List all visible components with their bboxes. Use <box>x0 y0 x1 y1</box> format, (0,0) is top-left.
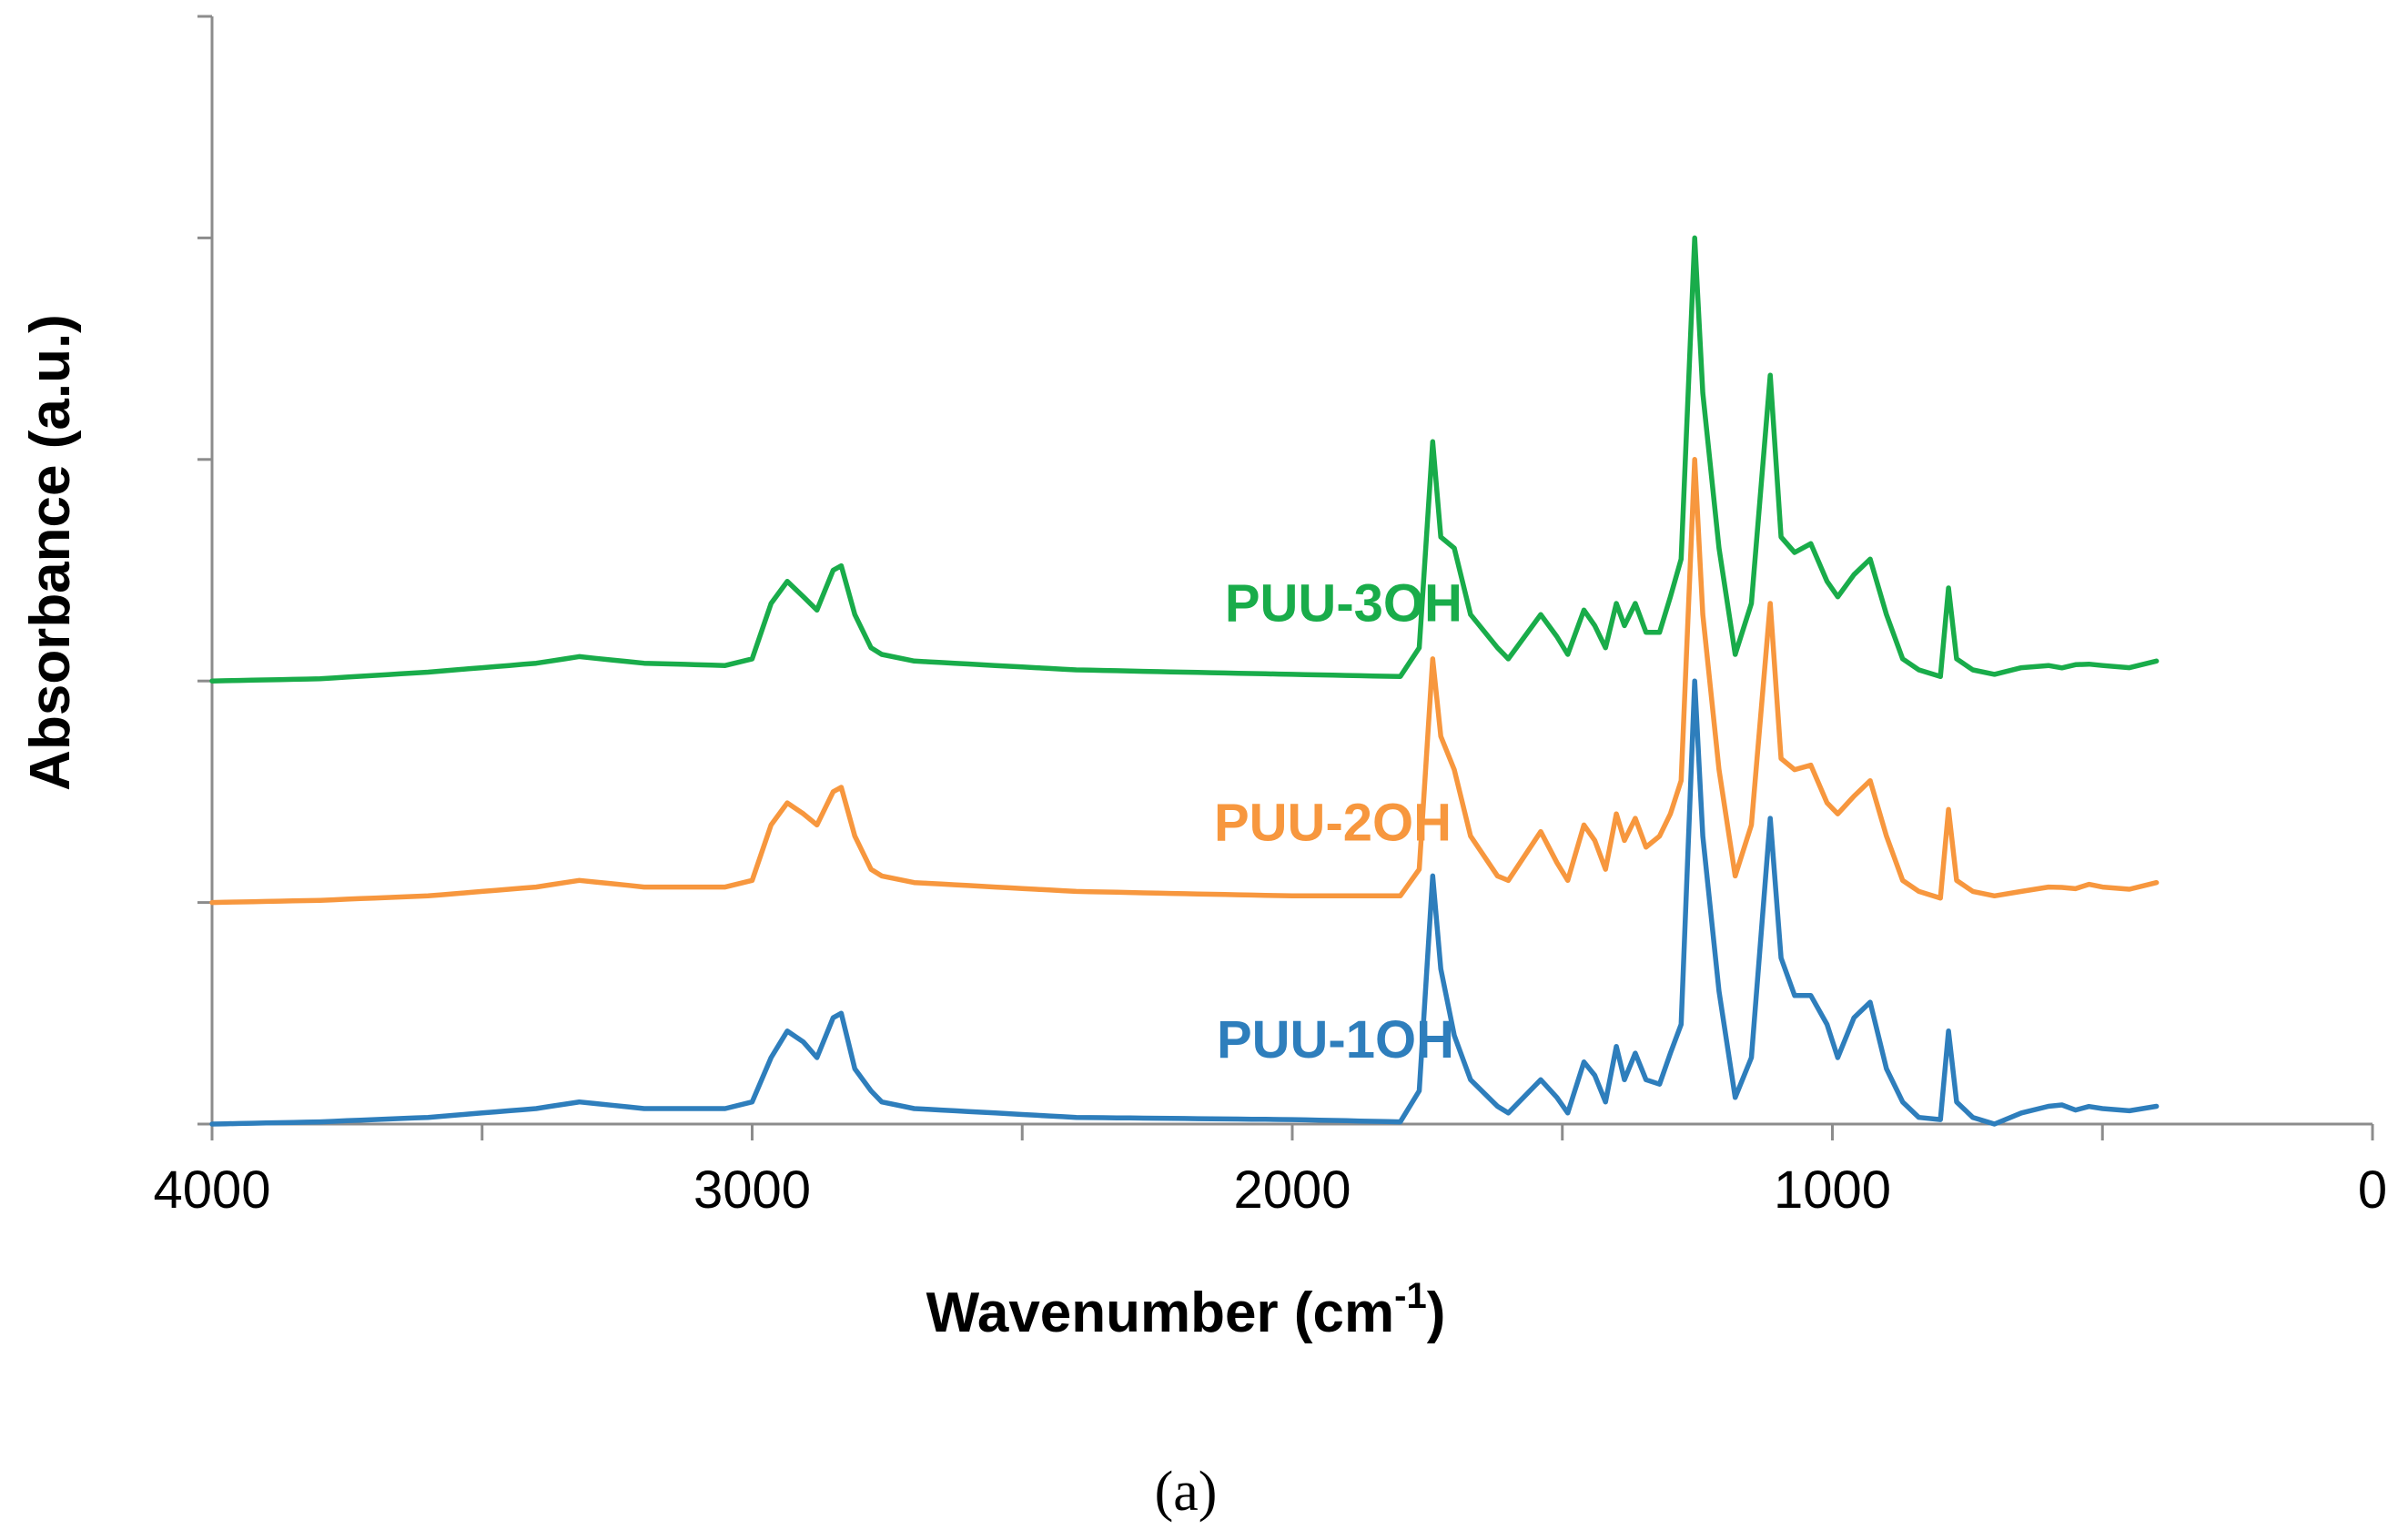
x-tick-label-3: 1000 <box>1774 1160 1891 1220</box>
y-axis-title: Absorbance (a.u.) <box>19 314 82 791</box>
series-line-puu-3oh <box>209 235 2160 684</box>
figure-caption: (a) <box>1155 1461 1218 1523</box>
x-tick-label-0: 4000 <box>153 1160 270 1220</box>
series-labels: PUU-1OH PUU-2OH PUU-3OH <box>1214 573 1462 1069</box>
x-axis-title-superscript: -1 <box>1394 1276 1427 1316</box>
series-label-puu-1oh: PUU-1OH <box>1217 1010 1454 1069</box>
axes <box>210 16 2373 1126</box>
series-label-puu-3oh: PUU-3OH <box>1225 573 1462 633</box>
series-line-puu-2oh <box>209 457 2160 906</box>
x-tick-label-1: 3000 <box>693 1160 811 1220</box>
x-tick-label-2: 2000 <box>1233 1160 1351 1220</box>
series-group <box>209 235 2160 1127</box>
axis-ticks: 4000 3000 2000 1000 0 <box>153 15 2387 1220</box>
series-label-puu-2oh: PUU-2OH <box>1214 793 1452 852</box>
x-axis-title-main: Wavenumber (cm <box>926 1282 1395 1344</box>
x-axis-title: Wavenumber (cm-1) <box>926 1276 1446 1344</box>
x-tick-label-4: 0 <box>2358 1160 2387 1220</box>
series-line-puu-1oh <box>209 678 2160 1127</box>
x-axis-title-suffix: ) <box>1427 1282 1446 1344</box>
